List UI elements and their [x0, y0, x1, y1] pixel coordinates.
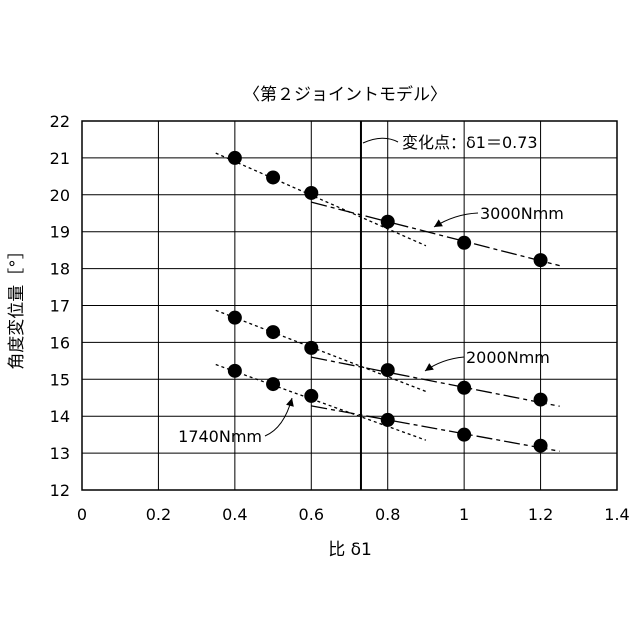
x-tick-label: 0.2 [146, 505, 171, 524]
fit-layer [215, 152, 560, 452]
data-point [533, 438, 548, 453]
arrow-head-icon [286, 398, 294, 407]
tick-label-layer: 0 0.2 0.4 0.6 0.8 1 1.2 1.4 12 13 14 15 16 17 18 19 20 21… [50, 112, 630, 524]
y-tick-label: 14 [50, 407, 70, 426]
y-tick-label: 13 [50, 444, 70, 463]
series-label: 1740Nmm [178, 427, 262, 446]
x-tick-label: 1.4 [604, 505, 629, 524]
y-tick-label: 12 [50, 481, 70, 500]
data-point [266, 170, 281, 185]
fit-line-after [311, 356, 560, 407]
data-point [227, 363, 242, 378]
fit-line-before [215, 152, 427, 247]
x-tick-label: 1 [459, 505, 469, 524]
y-tick-label: 17 [50, 297, 70, 316]
data-point [266, 325, 281, 340]
data-point [227, 310, 242, 325]
y-tick-label: 21 [50, 149, 70, 168]
y-tick-label: 18 [50, 260, 70, 279]
data-point [457, 235, 472, 250]
point-layer [227, 150, 548, 453]
x-tick-label: 1.2 [528, 505, 553, 524]
x-axis-label: 比 δ1 [328, 540, 372, 560]
fit-line-before [215, 309, 427, 393]
data-point [227, 150, 242, 165]
data-point [304, 340, 319, 355]
x-tick-label: 0.8 [375, 505, 400, 524]
y-tick-label: 22 [50, 112, 70, 131]
data-point [304, 185, 319, 200]
grid-layer [81, 120, 618, 491]
chart-title: 〈第２ジョイントモデル〉 [243, 84, 447, 105]
x-tick-label: 0.6 [299, 505, 324, 524]
series-label: 3000Nmm [480, 204, 564, 223]
arrow-head-icon [434, 219, 443, 227]
annotation-layer: 3000Nmm 2000Nmm 1740Nmm [178, 204, 564, 446]
fit-line-after [311, 405, 560, 452]
data-point [533, 392, 548, 407]
data-point [533, 253, 548, 268]
fit-line-before [215, 363, 427, 441]
data-point [380, 412, 395, 427]
y-tick-label: 19 [50, 223, 70, 242]
plot-frame [81, 120, 618, 491]
data-point [457, 427, 472, 442]
y-axis-label: 角度変位量［°］ [7, 242, 27, 370]
data-point [304, 388, 319, 403]
change-point-leader [362, 137, 399, 144]
series-label: 2000Nmm [466, 348, 550, 367]
data-point [266, 377, 281, 392]
x-tick-label: 0 [77, 505, 87, 524]
data-point [380, 214, 395, 229]
fit-line-after [311, 201, 560, 267]
change-point-label: 変化点：δ1＝0.73 [402, 133, 538, 152]
change-point-layer [359, 121, 399, 490]
x-tick-label: 0.4 [222, 505, 247, 524]
data-point [380, 363, 395, 378]
y-tick-label: 20 [50, 186, 70, 205]
y-tick-label: 16 [50, 333, 70, 352]
data-point [457, 380, 472, 395]
y-tick-label: 15 [50, 370, 70, 389]
arrow-head-icon [425, 363, 434, 371]
